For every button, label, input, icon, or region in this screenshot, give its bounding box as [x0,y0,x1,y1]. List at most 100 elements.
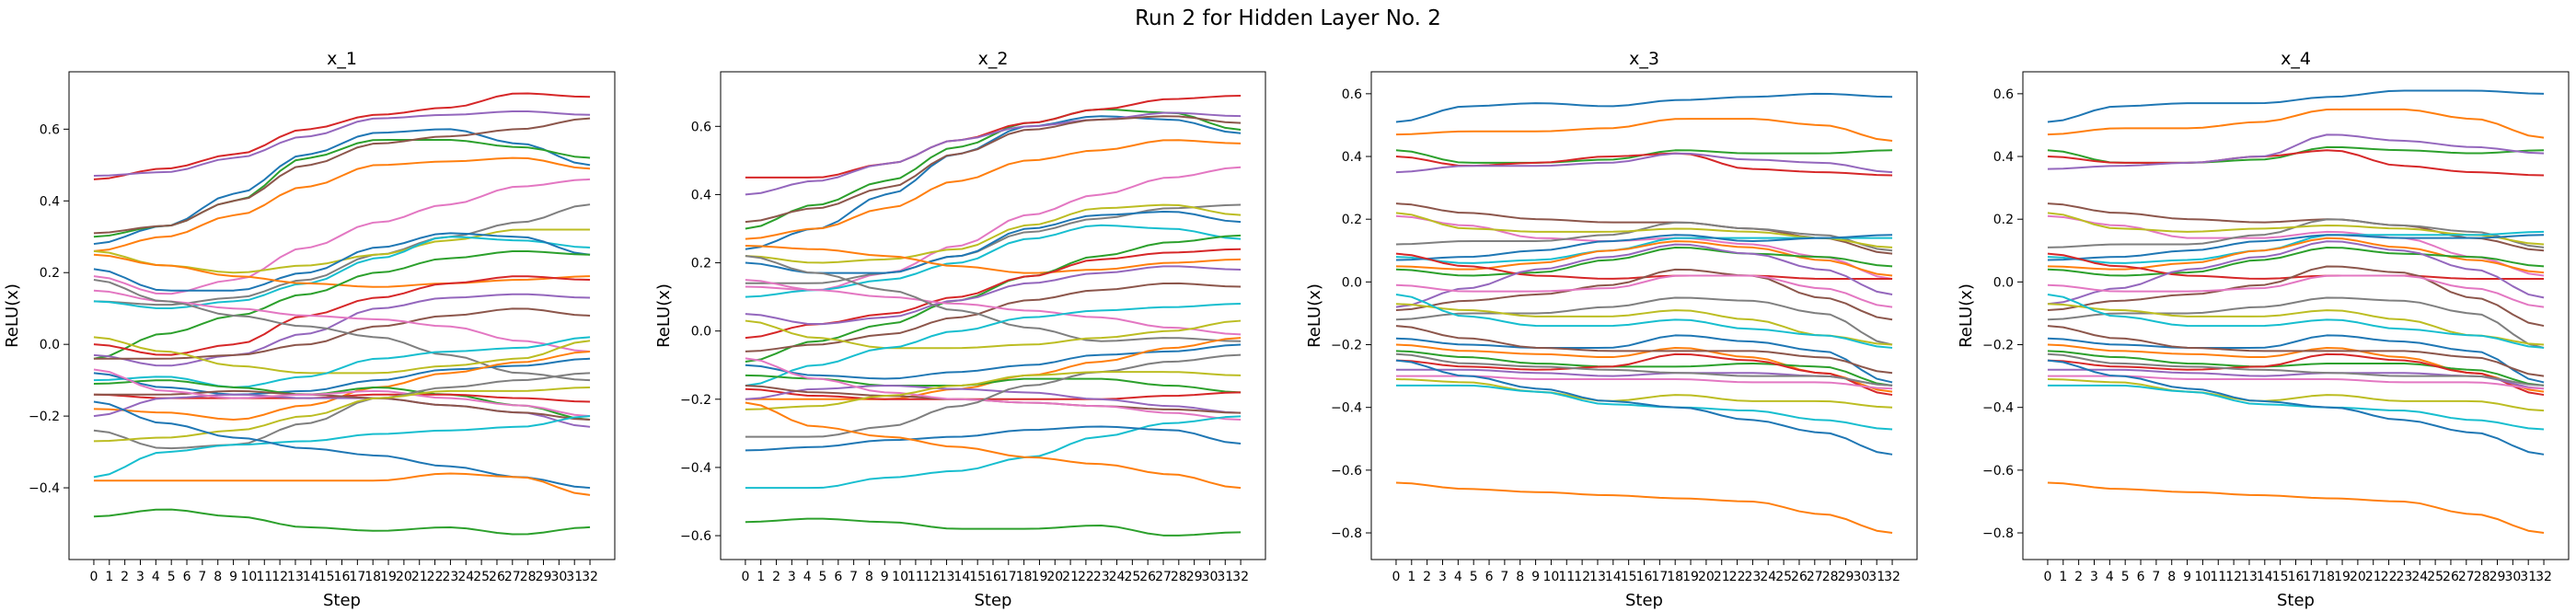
series-line [93,110,591,178]
series-line [745,353,1242,438]
series-line [93,232,591,292]
series-line [93,372,591,450]
series-line [1395,149,1893,164]
series-line [745,415,1242,490]
x-tick-label: 5 [819,570,827,584]
series-line [1395,243,1893,308]
series-line [93,92,591,180]
y-tick-label: −0.2 [1331,339,1362,353]
x-tick-label: 25 [1124,570,1140,584]
series-line [2047,350,2545,387]
x-tick-label: 14 [953,570,970,584]
x-tick-label: 20 [1046,570,1063,584]
series-line [93,307,591,360]
x-tick-label: 6 [183,570,191,584]
x-tick-label: 24 [1109,570,1126,584]
series-line [1395,350,1893,387]
x-tick-label: 28 [520,570,537,584]
x-tick-label: 11 [256,570,272,584]
x-tick-label: 29 [536,570,552,584]
x-tick-label: 8 [214,570,222,584]
series-line [2047,481,2545,535]
x-axis-label: Step [2277,591,2315,610]
x-tick-label: 26 [1139,570,1156,584]
x-tick-label: 7 [2152,570,2160,584]
series-line [745,94,1242,179]
x-tick-label: 9 [881,570,889,584]
x-tick-label: 13 [287,570,304,584]
series-line [93,336,591,388]
series-line [2047,145,2545,164]
x-tick-label: 17 [1651,570,1668,584]
series-line [2047,247,2545,277]
x-tick-label: 8 [2167,570,2176,584]
x-tick-label: 3 [2090,570,2098,584]
series-line [1395,92,1893,123]
series-line [1395,212,1893,248]
y-tick-label: −0.8 [1982,526,2014,541]
series-line [1395,118,1893,142]
series-line [745,115,1242,250]
x-axis-label: Step [323,591,361,610]
x-tick-label: 24 [2411,570,2428,584]
series-line [745,401,1242,490]
series-line [2047,108,2545,139]
series-line [1395,352,1893,397]
x-tick-label: 7 [1500,570,1508,584]
series-line [93,472,591,496]
x-tick-label: 21 [1714,570,1730,584]
x-tick-label: 30 [1853,570,1869,584]
x-tick-label: 31 [2520,570,2536,584]
y-tick-label: 0.2 [40,266,60,281]
chart-title: x_2 [978,49,1009,69]
series-line [93,250,591,360]
series-line [745,111,1242,196]
x-tick-label: 15 [318,570,335,584]
y-axis: −0.6 −0.4 −0.2 0.0 0.2 0.4 0.6 [680,120,721,544]
x-tick-label: 0 [741,570,749,584]
x-tick-label: 9 [2183,570,2191,584]
x-tick-label: 11 [1558,570,1575,584]
y-tick-label: −0.8 [1331,526,1362,541]
series-line [93,293,591,367]
series-line [2047,378,2545,412]
series-line [93,357,591,396]
x-tick-label: 0 [1392,570,1400,584]
series-lines [93,92,591,536]
x-tick-label: 22 [1729,570,1746,584]
x-tick-label: 28 [1171,570,1187,584]
x-tick-label: 20 [1698,570,1715,584]
series-line [745,357,1242,421]
x-tick-label: 1 [1407,570,1415,584]
x-tick-label: 3 [788,570,796,584]
x-tick-label: 26 [1791,570,1808,584]
series-line [93,156,591,252]
series-line [93,178,591,295]
series-line [93,368,591,418]
y-axis: −0.4 −0.2 0.0 0.2 0.4 0.6 [29,122,69,496]
chart-panel-1: 0 1 2 3 4 5 6 7 8 9 10 11 12 13 14 15 16 17 18 19 20 21 22 23 24… [3,49,616,610]
x-tick-label: 12 [271,570,288,584]
x-tick-label: 25 [2427,570,2443,584]
x-tick-label: 27 [1155,570,1172,584]
x-tick-label: 9 [1531,570,1540,584]
x-tick-label: 32 [2536,570,2552,584]
series-line [2047,133,2545,170]
y-axis-label: ReLU(x) [1305,283,1324,348]
y-tick-label: 0.6 [1993,87,2014,102]
x-tick-label: 21 [2365,570,2382,584]
x-tick-label: 13 [1589,570,1606,584]
x-tick-label: 4 [152,570,160,584]
series-line [2047,352,2545,397]
series-line [2047,89,2545,123]
x-tick-label: 27 [504,570,521,584]
x-tick-label: 8 [865,570,873,584]
x-tick-label: 21 [1062,570,1079,584]
series-line [93,253,591,288]
series-line [745,517,1242,537]
series-line [2047,212,2545,246]
y-axis-label: ReLU(x) [654,283,674,348]
series-line [745,203,1242,264]
